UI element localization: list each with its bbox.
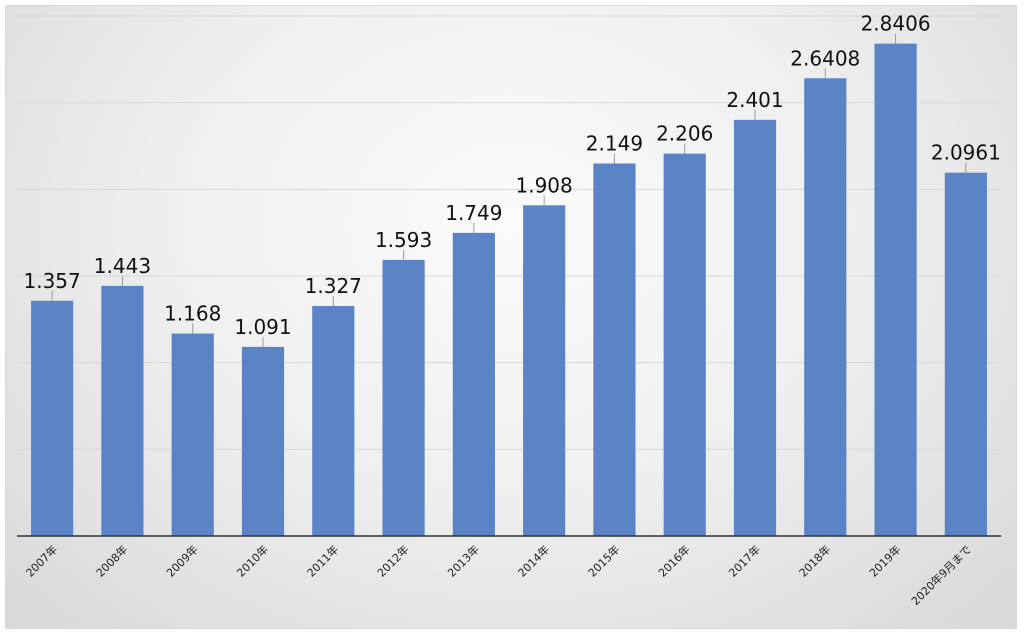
x-tick-label: 2014年 xyxy=(515,542,552,579)
x-tick-label: 2016年 xyxy=(655,542,692,579)
x-tick-label: 2018年 xyxy=(796,542,833,579)
data-labels: 1.357 1.443 1.168 1.091 1.327 1.593 1.749 1.908… xyxy=(24,12,1001,347)
x-tick-label: 2019年 xyxy=(866,542,903,579)
x-tick-label: 2009年 xyxy=(163,542,200,579)
chart-area: 1.357 1.443 1.168 1.091 1.327 1.593 1.749 1.908… xyxy=(5,5,1017,629)
data-label: 2.149 xyxy=(586,132,643,156)
bars xyxy=(31,43,987,537)
bar xyxy=(593,163,636,537)
x-tick-label: 2010年 xyxy=(234,542,271,579)
x-tick-label: 2011年 xyxy=(304,542,341,579)
bar xyxy=(382,259,425,536)
data-label: 1.327 xyxy=(305,274,362,298)
data-label: 1.443 xyxy=(94,254,151,278)
bar xyxy=(31,300,74,536)
data-label: 1.091 xyxy=(234,315,291,339)
x-tick-label: 2020年9月まで xyxy=(908,542,974,608)
bar xyxy=(523,205,566,536)
x-tick-label: 2007年 xyxy=(23,542,60,579)
bar xyxy=(874,43,917,536)
x-tick-label: 2013年 xyxy=(445,542,482,579)
bar xyxy=(171,333,214,536)
data-label: 1.168 xyxy=(164,302,221,326)
bar xyxy=(944,172,987,536)
bar xyxy=(804,78,847,537)
bar-chart: 1.357 1.443 1.168 1.091 1.327 1.593 1.749 1.908… xyxy=(17,12,1001,608)
data-label: 2.8406 xyxy=(861,12,931,36)
bar xyxy=(663,153,706,537)
x-tick-label: 2008年 xyxy=(93,542,130,579)
x-tick-label: 2015年 xyxy=(585,542,622,579)
data-label: 1.593 xyxy=(375,228,432,252)
x-tick-label: 2017年 xyxy=(726,542,763,579)
data-label: 1.749 xyxy=(445,201,502,225)
bar xyxy=(452,232,495,536)
bar xyxy=(312,305,355,536)
bar xyxy=(241,346,285,536)
bar xyxy=(733,119,777,537)
data-label: 2.0961 xyxy=(931,141,1001,165)
data-label: 2.6408 xyxy=(790,46,860,70)
bar xyxy=(101,285,144,536)
x-tick-labels: 2007年 2008年 2009年 2010年 2011年 2012年 2013年 2014年… xyxy=(23,542,974,608)
gridlines xyxy=(17,15,1001,450)
data-label: 1.908 xyxy=(516,173,573,197)
x-tick-label: 2012年 xyxy=(374,542,411,579)
data-label: 1.357 xyxy=(24,269,81,293)
data-label: 2.206 xyxy=(656,122,713,146)
data-label: 2.401 xyxy=(726,88,783,112)
